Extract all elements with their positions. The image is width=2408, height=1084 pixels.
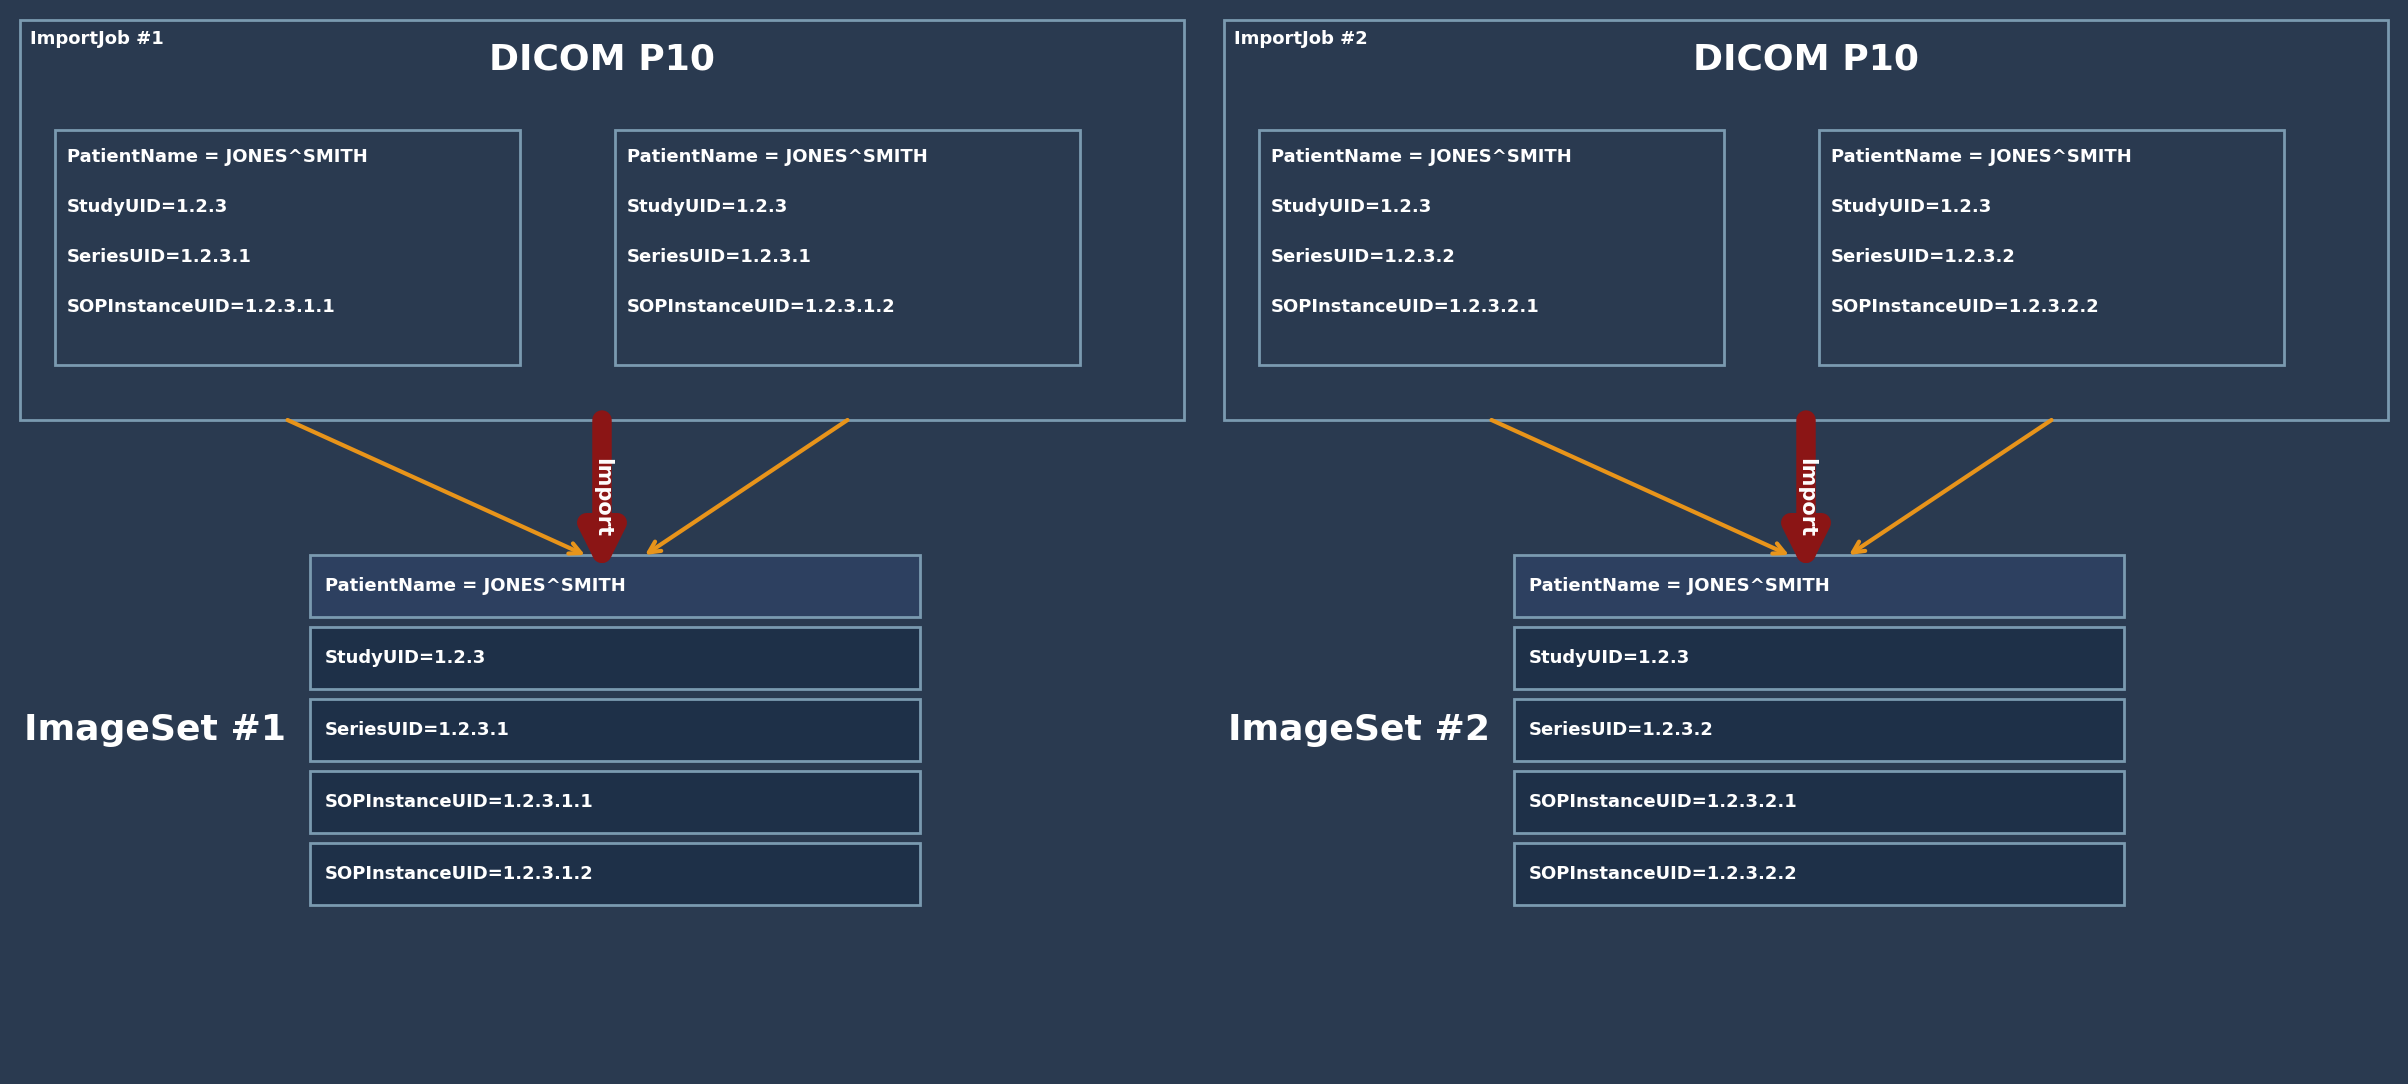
Text: SeriesUID=1.2.3.1: SeriesUID=1.2.3.1 (626, 248, 811, 266)
FancyBboxPatch shape (614, 130, 1081, 365)
Text: SOPInstanceUID=1.2.3.1.1: SOPInstanceUID=1.2.3.1.1 (325, 793, 595, 811)
FancyBboxPatch shape (1515, 843, 2124, 905)
Text: PatientName = JONES^SMITH: PatientName = JONES^SMITH (1529, 577, 1830, 595)
Text: ImageSet #2: ImageSet #2 (1228, 713, 1491, 747)
FancyBboxPatch shape (1515, 627, 2124, 689)
Text: SeriesUID=1.2.3.2: SeriesUID=1.2.3.2 (1529, 721, 1714, 739)
Text: SOPInstanceUID=1.2.3.2.1: SOPInstanceUID=1.2.3.2.1 (1529, 793, 1799, 811)
Text: StudyUID=1.2.3: StudyUID=1.2.3 (1529, 649, 1690, 667)
Text: StudyUID=1.2.3: StudyUID=1.2.3 (325, 649, 486, 667)
Text: SeriesUID=1.2.3.2: SeriesUID=1.2.3.2 (1271, 248, 1457, 266)
Text: PatientName = JONES^SMITH: PatientName = JONES^SMITH (67, 149, 368, 166)
Text: PatientName = JONES^SMITH: PatientName = JONES^SMITH (325, 577, 626, 595)
FancyBboxPatch shape (55, 130, 520, 365)
FancyBboxPatch shape (311, 555, 920, 617)
Text: SOPInstanceUID=1.2.3.2.2: SOPInstanceUID=1.2.3.2.2 (1529, 865, 1799, 883)
FancyBboxPatch shape (19, 20, 1185, 420)
Text: StudyUID=1.2.3: StudyUID=1.2.3 (1271, 198, 1433, 216)
Text: SeriesUID=1.2.3.2: SeriesUID=1.2.3.2 (1830, 248, 2015, 266)
Text: Import: Import (1796, 457, 1816, 537)
Text: SOPInstanceUID=1.2.3.2.2: SOPInstanceUID=1.2.3.2.2 (1830, 298, 2100, 317)
Text: SeriesUID=1.2.3.1: SeriesUID=1.2.3.1 (325, 721, 510, 739)
Text: SOPInstanceUID=1.2.3.1.1: SOPInstanceUID=1.2.3.1.1 (67, 298, 335, 317)
Text: DICOM P10: DICOM P10 (1693, 42, 1919, 76)
Text: ImportJob #2: ImportJob #2 (1233, 30, 1368, 48)
FancyBboxPatch shape (1223, 20, 2389, 420)
Text: Import: Import (592, 457, 612, 537)
Text: PatientName = JONES^SMITH: PatientName = JONES^SMITH (626, 149, 927, 166)
Text: SOPInstanceUID=1.2.3.2.1: SOPInstanceUID=1.2.3.2.1 (1271, 298, 1539, 317)
FancyBboxPatch shape (311, 699, 920, 761)
Text: ImportJob #1: ImportJob #1 (29, 30, 164, 48)
FancyBboxPatch shape (311, 627, 920, 689)
Text: ImageSet #1: ImageSet #1 (24, 713, 287, 747)
FancyBboxPatch shape (311, 771, 920, 833)
Text: SOPInstanceUID=1.2.3.1.2: SOPInstanceUID=1.2.3.1.2 (626, 298, 896, 317)
FancyBboxPatch shape (311, 843, 920, 905)
Text: PatientName = JONES^SMITH: PatientName = JONES^SMITH (1830, 149, 2131, 166)
Text: SOPInstanceUID=1.2.3.1.2: SOPInstanceUID=1.2.3.1.2 (325, 865, 595, 883)
Text: StudyUID=1.2.3: StudyUID=1.2.3 (626, 198, 787, 216)
Text: DICOM P10: DICOM P10 (489, 42, 715, 76)
Text: SeriesUID=1.2.3.1: SeriesUID=1.2.3.1 (67, 248, 253, 266)
FancyBboxPatch shape (1515, 699, 2124, 761)
Text: PatientName = JONES^SMITH: PatientName = JONES^SMITH (1271, 149, 1572, 166)
FancyBboxPatch shape (1259, 130, 1724, 365)
FancyBboxPatch shape (1515, 771, 2124, 833)
Text: StudyUID=1.2.3: StudyUID=1.2.3 (67, 198, 229, 216)
FancyBboxPatch shape (1818, 130, 2285, 365)
Text: StudyUID=1.2.3: StudyUID=1.2.3 (1830, 198, 1991, 216)
FancyBboxPatch shape (1515, 555, 2124, 617)
